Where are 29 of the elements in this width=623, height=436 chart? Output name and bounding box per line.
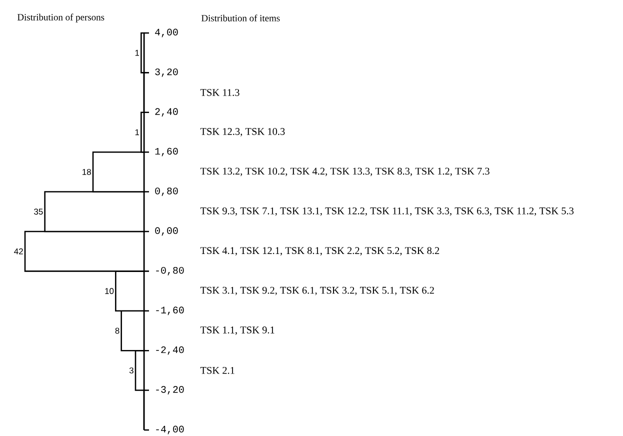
data-label: 3 — [129, 367, 134, 374]
y-tick-label: 4,00 — [155, 28, 178, 38]
y-tick-label: 2,40 — [155, 108, 178, 117]
text: TSK 12.3, TSK 10.3 — [200, 128, 285, 136]
text: TSK 4.1, TSK 12.1, TSK 8.1, TSK 2.2, TSK 5.2, TSK 8.2 — [200, 247, 440, 256]
data-label: 8 — [115, 328, 120, 334]
data-label: 1 — [135, 129, 140, 136]
chart-title: Distribution of persons — [17, 14, 104, 22]
y-tick-label: 3,20 — [155, 68, 178, 77]
y-tick-label: -3,20 — [156, 386, 184, 394]
y-tick-label: 0,00 — [155, 227, 178, 236]
text: TSK 3.1, TSK 9.2, TSK 6.1, TSK 3.2, TSK 5.1, TSK 6.2 — [200, 286, 434, 296]
data-label: 10 — [105, 288, 114, 294]
y-tick-label: 0,80 — [155, 188, 178, 196]
y-tick-label: 1,60 — [155, 148, 178, 156]
text: TSK 9.3, TSK 7.1, TSK 13.1, TSK 12.2, TSK 11.1, TSK 3.3, TSK 6.3, TSK 11.2, TSK 5.3 — [200, 207, 574, 216]
text: TSK 2.1 — [200, 366, 234, 374]
data-label: 42 — [14, 248, 23, 254]
y-tick-label: -2,40 — [156, 346, 184, 355]
text: TSK 1.1, TSK 9.1 — [200, 326, 274, 335]
y-tick-label: -4,00 — [156, 426, 184, 434]
data-label: 35 — [34, 208, 43, 215]
data-label: 18 — [82, 168, 91, 175]
data-label: 1 — [135, 50, 140, 56]
text: TSK 11.3 — [200, 89, 240, 96]
y-tick-label: -1,60 — [156, 306, 184, 316]
text: TSK 13.2, TSK 10.2, TSK 4.2, TSK 13.3, TSK 8.3, TSK 1.2, TSK 7.3 — [200, 168, 490, 176]
y-tick-label: -0,80 — [156, 266, 184, 276]
text: Distribution of items — [201, 14, 280, 22]
